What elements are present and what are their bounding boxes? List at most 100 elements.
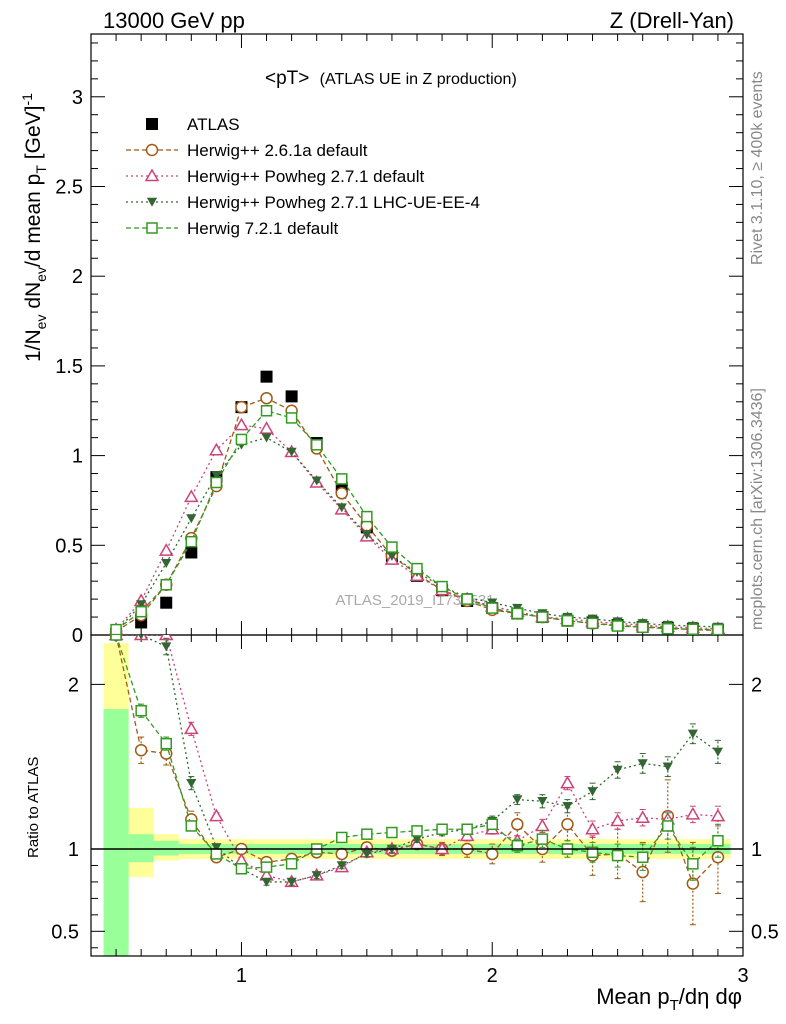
ratio-y-axis-label: Ratio to ATLAS bbox=[25, 757, 42, 858]
x-axis-label: Mean pT/dη dφ bbox=[596, 984, 742, 1014]
ratio-point-uee4 bbox=[687, 729, 698, 739]
chart-title: <pT> (ATLAS UE in Z production) bbox=[265, 68, 517, 89]
ratio-point-pow bbox=[209, 808, 224, 822]
data-point-pow bbox=[184, 489, 199, 503]
ratio-point-h721 bbox=[461, 823, 473, 835]
ratio-point-h721 bbox=[235, 863, 248, 875]
legend-item-uee4: Herwig++ Powheg 2.7.1 LHC-UE-EE-4 bbox=[126, 193, 480, 212]
ratio-point-h261 bbox=[335, 847, 349, 861]
ratio-point-uee4 bbox=[261, 877, 272, 887]
ratio-y-tick-label-right: 2 bbox=[751, 674, 762, 696]
legend-marker-pow bbox=[144, 168, 160, 182]
legend-marker-h721 bbox=[146, 222, 158, 234]
ratio-point-h721 bbox=[662, 820, 674, 832]
data-point-h721 bbox=[361, 510, 373, 523]
ratio-point-pow bbox=[434, 841, 450, 855]
ratio-point-pow bbox=[560, 775, 575, 789]
data-point-uee4 bbox=[186, 514, 197, 524]
data-point-atlas bbox=[160, 596, 173, 609]
ratio-y-tick-label: 0.5 bbox=[51, 921, 79, 943]
ratio-point-uee4 bbox=[211, 843, 222, 853]
legend-marker-atlas bbox=[146, 118, 158, 130]
x-tick-label: 3 bbox=[737, 965, 748, 987]
data-point-h721 bbox=[160, 579, 172, 591]
y-tick-label: 2 bbox=[72, 266, 83, 288]
ratio-point-h721 bbox=[687, 858, 699, 870]
ratio-point-h721 bbox=[110, 635, 122, 641]
ratio-point-uee4 bbox=[411, 834, 423, 844]
ratio-point-h721 bbox=[160, 737, 172, 750]
ratio-point-uee4 bbox=[512, 795, 523, 805]
data-point-h721 bbox=[185, 535, 198, 548]
ratio-point-uee4 bbox=[662, 762, 673, 772]
ratio-point-h261 bbox=[636, 865, 649, 879]
ratio-point-h721 bbox=[436, 823, 448, 835]
ratio-point-h721 bbox=[586, 846, 599, 859]
data-point-h721 bbox=[611, 620, 624, 632]
data-point-h721 bbox=[110, 623, 122, 635]
series-h721 bbox=[110, 404, 724, 635]
ratio-point-uee4 bbox=[612, 765, 623, 775]
ratio-plot-series bbox=[108, 635, 726, 926]
ratio-point-uee4 bbox=[286, 877, 297, 887]
data-point-h721 bbox=[336, 473, 348, 485]
data-point-uee4 bbox=[361, 530, 372, 540]
ratio-point-pow bbox=[710, 808, 726, 822]
y-axis-label: 1/Nev dNev/d mean pT [GeV]-1 bbox=[19, 93, 49, 362]
y-tick-label: 0.5 bbox=[55, 535, 83, 557]
ratio-point-h721 bbox=[336, 831, 348, 844]
data-point-h721 bbox=[411, 562, 423, 575]
mcplots-reference-label: mcplots.cern.ch [arXiv:1306.3436] bbox=[749, 388, 766, 630]
data-point-h721 bbox=[662, 622, 674, 635]
ratio-point-h261 bbox=[561, 818, 574, 831]
legend-item-h721: Herwig 7.2.1 default bbox=[126, 219, 338, 238]
data-point-h721 bbox=[536, 611, 549, 623]
data-point-atlas bbox=[285, 390, 298, 403]
data-point-h261 bbox=[235, 400, 248, 414]
ratio-y-tick-label: 1 bbox=[68, 839, 79, 861]
header-left: 13000 GeV pp bbox=[103, 8, 245, 33]
data-point-h721 bbox=[210, 476, 223, 489]
ratio-point-uee4 bbox=[537, 797, 548, 807]
data-point-pow bbox=[234, 417, 249, 431]
data-point-uee4 bbox=[161, 559, 172, 569]
data-point-uee4 bbox=[286, 447, 297, 457]
ratio-point-h721 bbox=[361, 828, 373, 840]
x-tick-label: 2 bbox=[487, 965, 498, 987]
data-point-h261 bbox=[335, 487, 349, 500]
ratio-point-h721 bbox=[636, 851, 649, 863]
legend-marker-uee4 bbox=[146, 197, 158, 207]
ratio-point-uee4 bbox=[637, 759, 648, 769]
data-point-h721 bbox=[636, 621, 649, 634]
ratio-point-uee4 bbox=[311, 871, 322, 881]
data-point-pow bbox=[209, 442, 224, 456]
data-point-h721 bbox=[712, 623, 724, 635]
ratio-point-h261 bbox=[511, 818, 524, 831]
ratio-point-uee4 bbox=[361, 849, 372, 859]
ratio-point-h261 bbox=[686, 877, 700, 890]
ratio-point-uee4 bbox=[186, 778, 197, 788]
data-point-uee4 bbox=[336, 503, 347, 513]
rivet-version-label: Rivet 3.1.10, ≥ 400k events bbox=[749, 71, 766, 265]
ratio-point-uee4 bbox=[161, 642, 172, 652]
legend-label-uee4: Herwig++ Powheg 2.7.1 LHC-UE-EE-4 bbox=[187, 193, 480, 212]
y-tick-label: 3 bbox=[72, 87, 83, 109]
ratio-y-tick-label-right: 0.5 bbox=[751, 921, 779, 943]
ratio-band-green bbox=[153, 840, 179, 856]
legend-item-atlas: ATLAS bbox=[146, 115, 240, 134]
ratio-band-green bbox=[128, 834, 154, 863]
data-point-uee4 bbox=[136, 600, 147, 610]
ratio-plot-frame bbox=[90, 634, 744, 957]
y-tick-label: 1.5 bbox=[55, 356, 83, 378]
ratio-point-uee4 bbox=[587, 787, 598, 797]
ratio-y-tick-label: 2 bbox=[68, 674, 79, 696]
ratio-point-h721 bbox=[185, 820, 198, 832]
y-tick-label: 0 bbox=[72, 625, 83, 647]
ratio-uncertainty-bands bbox=[103, 643, 731, 956]
ratio-series-h721 bbox=[110, 635, 724, 881]
ratio-point-uee4 bbox=[336, 861, 347, 871]
ratio-point-h721 bbox=[611, 849, 624, 862]
data-point-h721 bbox=[511, 607, 524, 620]
data-point-pow bbox=[158, 543, 174, 556]
ratio-point-pow bbox=[459, 828, 475, 842]
